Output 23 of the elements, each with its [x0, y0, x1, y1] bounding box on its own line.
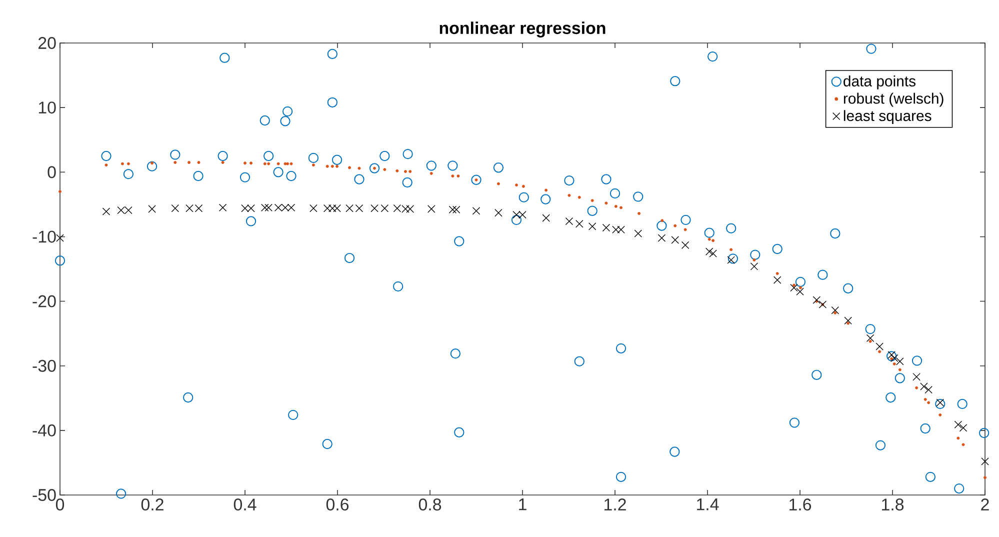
- y-tick-label: 10: [38, 102, 56, 114]
- x-tick-label: 1.2: [604, 498, 626, 510]
- legend-label: robust (welsch): [844, 92, 944, 107]
- y-tick-label: -10: [32, 230, 56, 243]
- y-tick-label: 0: [48, 166, 56, 178]
- y-tick-label: 20: [38, 37, 56, 49]
- x-tick-label: 0: [56, 498, 64, 511]
- legend-label: least squares: [844, 110, 932, 124]
- x-tick-label: 0.6: [326, 498, 349, 511]
- y-tick-label: -20: [32, 295, 56, 308]
- x-tick-label: 0.8: [418, 498, 442, 511]
- x-tick-label: 1.8: [882, 498, 904, 511]
- x-tick-label: 1: [519, 498, 526, 510]
- chart-title: nonlinear regression: [440, 22, 606, 38]
- x-tick-label: 0.2: [141, 498, 164, 511]
- x-tick-label: 2: [981, 498, 989, 510]
- legend-label: data points: [844, 75, 916, 90]
- y-tick-label: -30: [32, 360, 56, 372]
- x-tick-label: 0.4: [234, 498, 256, 511]
- x-tick-label: 1.6: [790, 498, 812, 511]
- x-tick-label: 1.4: [697, 498, 719, 510]
- y-tick-label: -50: [32, 489, 56, 502]
- y-tick-label: -40: [32, 424, 56, 436]
